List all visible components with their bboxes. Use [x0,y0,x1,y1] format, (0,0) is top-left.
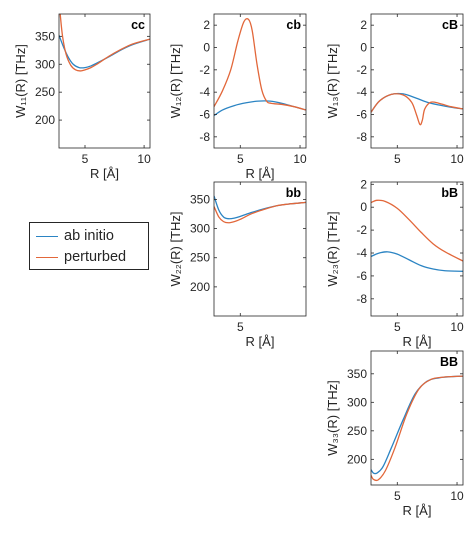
y-tick-label: -2 [356,223,367,237]
series-line-ab-initio-cc [59,34,150,69]
y-tick-label: 2 [360,18,367,32]
axes-frame [58,13,151,149]
y-tick-label: -8 [356,292,367,306]
y-tick-label: 2 [360,177,367,191]
x-tick-label: 10 [450,152,464,166]
x-axis-label: R [Å] [403,503,432,518]
y-tick-label: -4 [199,85,210,99]
y-tick-label: -2 [356,63,367,77]
series-line-perturbed-BB [371,375,463,482]
x-tick-label: 10 [293,152,307,166]
y-tick-label: 0 [203,41,210,55]
y-tick-label: 200 [190,280,210,294]
panel-bb: 5 200 250 300 350 bb R [Å] W₂₂(R) [THz] [168,181,307,349]
series-line-ab-initio-bB [371,251,463,272]
x-axis-label: R [Å] [246,166,275,181]
axes-frame [370,350,464,486]
x-axis-label: R [Å] [246,334,275,349]
y-tick-label: -6 [199,108,210,122]
legend-line-perturbed [36,256,58,258]
panel-cb: 5 10 -8 -6 -4 -2 0 2 cb R [Å] W₁₂(R) [THz] [168,13,307,181]
x-tick-label: 10 [450,320,464,334]
x-tick-label: 5 [82,152,89,166]
y-tick-label: 350 [347,367,367,381]
panel-label: cB [442,18,458,32]
x-tick-label: 5 [237,152,244,166]
y-tick-label: 250 [35,85,55,99]
axes-frame [370,181,464,317]
y-tick-label: -6 [356,108,367,122]
y-axis-label: W₂₃(R) [THz] [325,211,340,286]
y-axis-label: W₂₂(R) [THz] [168,211,183,286]
series-line-perturbed-cB [371,93,463,126]
y-tick-label: 350 [190,192,210,206]
y-axis-label: W₁₂(R) [THz] [168,44,183,118]
x-tick-label: 5 [394,152,401,166]
x-tick-label: 10 [137,152,151,166]
legend-entry-ab-initio: ab initio [30,226,114,246]
y-tick-label: -2 [199,63,210,77]
axes-frame [213,181,307,317]
panel-label: cc [131,18,145,32]
x-tick-label: 10 [450,489,464,503]
y-tick-label: -4 [356,85,367,99]
panel-label: bb [286,186,302,200]
series-line-ab-initio-cB [371,92,463,113]
x-axis-label: R [Å] [403,334,432,349]
y-axis-label: W₁₁(R) [THz] [13,44,28,118]
series-line-perturbed-bB [371,199,463,262]
y-tick-label: 0 [360,200,367,214]
legend-label-ab-initio: ab initio [64,228,114,244]
y-axis-label: W₃₃(R) [THz] [325,380,340,456]
legend: ab initio perturbed [29,222,149,270]
y-tick-label: 200 [35,113,55,127]
y-tick-label: -8 [356,130,367,144]
y-tick-label: 2 [203,18,210,32]
legend-entry-perturbed: perturbed [30,247,126,267]
series-line-perturbed-cc [59,14,150,72]
y-tick-label: 300 [347,395,367,409]
y-axis-label: W₁₃(R) [THz] [325,44,340,119]
panel-label: cb [286,18,301,32]
panel-label: BB [440,355,458,369]
y-tick-label: 300 [35,57,55,71]
y-tick-label: 250 [347,424,367,438]
panel-cB: 5 10 -8 -6 -4 -2 0 2 cB W₁₃(R) [THz] [325,13,464,166]
legend-label-perturbed: perturbed [64,249,127,265]
series-line-perturbed-cb [214,18,306,111]
x-tick-label: 5 [237,320,244,334]
y-tick-label: 0 [360,41,367,55]
series-line-perturbed-bb [214,201,306,224]
series-line-ab-initio-BB [371,375,463,475]
y-tick-label: 250 [190,251,210,265]
x-tick-label: 5 [394,320,401,334]
x-tick-label: 5 [394,489,401,503]
axes-frame [370,13,464,149]
y-tick-label: -6 [356,269,367,283]
x-axis-label: R [Å] [90,166,119,181]
panel-BB: 5 10 200 250 300 350 BB R [Å] W₃₃(R) [THz] [325,350,464,518]
y-tick-label: -8 [199,130,210,144]
panel-cc: 5 10 200 250 300 350 cc R [Å] W₁₁(R) [THz] [13,13,151,181]
y-tick-label: 350 [35,29,55,43]
y-tick-label: 300 [190,222,210,236]
axes-frame [213,13,307,149]
series-line-ab-initio-cb [214,100,306,117]
y-tick-label: -4 [356,246,367,260]
y-tick-label: 200 [347,452,367,466]
legend-line-ab-initio [36,235,58,237]
panel-bB: 5 10 -8 -6 -4 -2 0 2 bB R [Å] W₂₃(R) [THz] [325,177,464,349]
panel-label: bB [441,186,458,200]
